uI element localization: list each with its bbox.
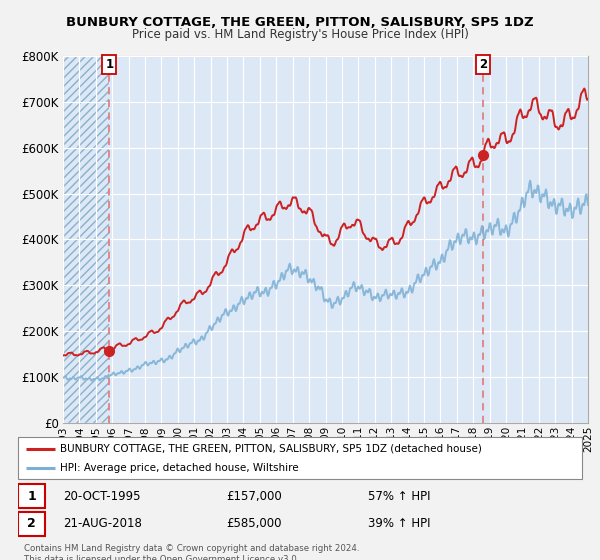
Text: 1: 1 xyxy=(27,490,36,503)
Text: 57% ↑ HPI: 57% ↑ HPI xyxy=(368,490,430,503)
Text: HPI: Average price, detached house, Wiltshire: HPI: Average price, detached house, Wilt… xyxy=(60,463,299,473)
Text: £585,000: £585,000 xyxy=(227,517,282,530)
Text: 20-OCT-1995: 20-OCT-1995 xyxy=(63,490,140,503)
Bar xyxy=(63,56,109,423)
Text: £157,000: £157,000 xyxy=(227,490,283,503)
Text: Price paid vs. HM Land Registry's House Price Index (HPI): Price paid vs. HM Land Registry's House … xyxy=(131,28,469,41)
Text: Contains HM Land Registry data © Crown copyright and database right 2024.
This d: Contains HM Land Registry data © Crown c… xyxy=(24,544,359,560)
Text: 39% ↑ HPI: 39% ↑ HPI xyxy=(368,517,430,530)
Text: 21-AUG-2018: 21-AUG-2018 xyxy=(63,517,142,530)
Bar xyxy=(18,512,45,536)
Text: BUNBURY COTTAGE, THE GREEN, PITTON, SALISBURY, SP5 1DZ: BUNBURY COTTAGE, THE GREEN, PITTON, SALI… xyxy=(66,16,534,29)
Text: BUNBURY COTTAGE, THE GREEN, PITTON, SALISBURY, SP5 1DZ (detached house): BUNBURY COTTAGE, THE GREEN, PITTON, SALI… xyxy=(60,444,482,454)
Text: 2: 2 xyxy=(27,517,36,530)
Text: 2: 2 xyxy=(479,58,487,71)
Text: 1: 1 xyxy=(106,58,113,71)
Bar xyxy=(18,484,45,508)
